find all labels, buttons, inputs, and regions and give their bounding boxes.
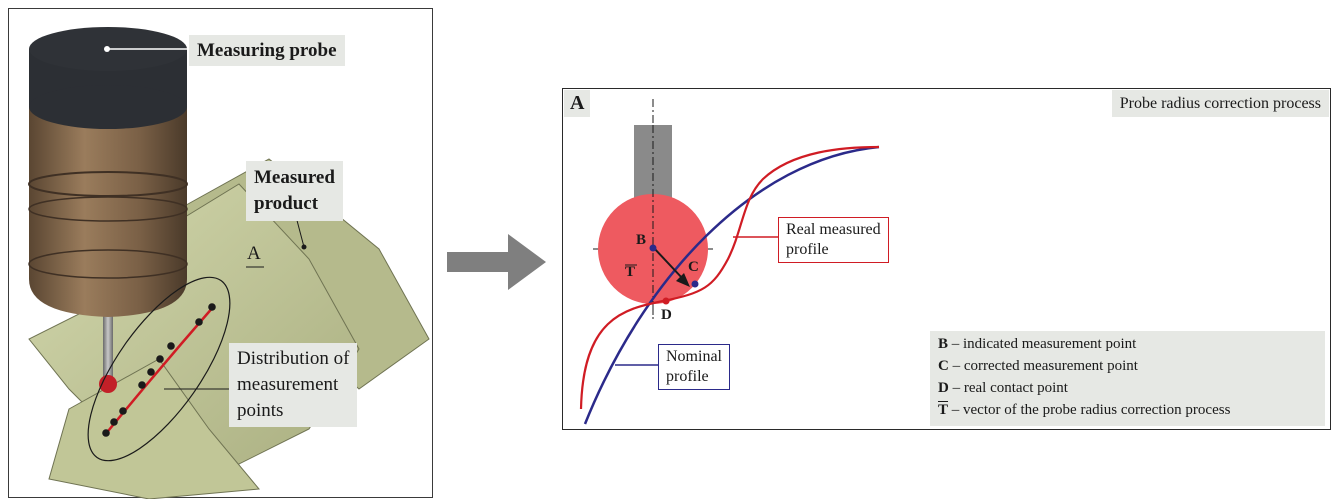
legend-text: – corrected measurement point — [952, 358, 1138, 374]
legend-row: C – corrected measurement point — [938, 355, 1317, 377]
point-b-label: B — [636, 232, 647, 248]
legend-text: – indicated measurement point — [951, 336, 1137, 352]
legend-row: D – real contact point — [938, 377, 1317, 399]
real-profile-text-1: Real measured — [786, 221, 881, 238]
nominal-profile-text-2: profile — [666, 368, 709, 385]
point-c-dot — [691, 280, 699, 288]
measured-product-text-1: Measured — [254, 167, 335, 188]
probe-leader-dot — [104, 46, 110, 52]
detail-marker-a: A — [247, 243, 261, 264]
real-profile-curve — [579, 145, 880, 410]
point-d-dot — [662, 297, 670, 305]
panel-title: Probe radius correction process — [1111, 90, 1329, 117]
measured-product-text-2: product — [254, 193, 319, 214]
measurement-point — [167, 342, 175, 350]
measurement-point — [147, 368, 155, 376]
distribution-text-1: Distribution of — [237, 348, 350, 369]
stylus-shaft — [103, 294, 113, 389]
probe-illustration-panel: Measuring probe Measured product A Distr… — [8, 8, 433, 499]
probe-illustration — [28, 27, 430, 499]
correction-vector — [652, 246, 684, 280]
panel-id-label: A — [564, 90, 591, 117]
distribution-text-3: points — [237, 400, 284, 421]
real-profile-label: Real measured profile — [778, 217, 889, 263]
correction-detail-panel: A Probe radius correction process B T C … — [562, 88, 1331, 430]
real-profile-text-2: profile — [786, 241, 829, 258]
measurement-point — [195, 318, 203, 326]
measurement-point — [156, 355, 164, 363]
measurement-point — [138, 381, 146, 389]
point-b-dot — [649, 244, 657, 252]
distribution-text-2: measurement — [237, 374, 339, 395]
probe-ring-3 — [28, 249, 188, 279]
legend: B – indicated measurement point C – corr… — [930, 331, 1325, 426]
legend-key: D — [938, 380, 949, 396]
measurement-points — [102, 303, 216, 437]
detail-ellipse — [87, 276, 231, 462]
measured-product-label: Measured product — [246, 161, 343, 221]
transition-arrow — [447, 234, 546, 290]
probe-cap-bottom — [29, 85, 187, 129]
probe-ring-1 — [28, 171, 188, 197]
correction-diagram — [579, 99, 880, 425]
point-d-label: D — [661, 307, 672, 323]
nominal-profile-label: Nominal profile — [658, 344, 730, 390]
measurement-point — [102, 429, 110, 437]
legend-text: – vector of the probe radius correction … — [951, 402, 1231, 418]
legend-row: T – vector of the probe radius correctio… — [938, 399, 1317, 421]
measurement-point — [110, 418, 118, 426]
nominal-profile-text-1: Nominal — [666, 348, 722, 365]
legend-row: B – indicated measurement point — [938, 333, 1317, 355]
point-c-label: C — [688, 259, 699, 275]
measuring-probe-text: Measuring probe — [197, 40, 337, 61]
measurement-point — [208, 303, 216, 311]
measurement-point — [119, 407, 127, 415]
vector-t-label: T — [625, 264, 636, 280]
measuring-probe-label: Measuring probe — [189, 35, 345, 66]
product-leader-dot — [301, 244, 307, 250]
legend-key: C — [938, 358, 949, 374]
legend-text: – real contact point — [952, 380, 1068, 396]
correction-vector-head — [676, 273, 690, 287]
nominal-profile-curve — [583, 145, 880, 425]
probe-body — [29, 64, 187, 317]
legend-key: T — [938, 402, 949, 418]
probe-ring-2 — [28, 196, 188, 222]
distribution-label: Distribution of measurement points — [229, 343, 358, 427]
legend-key: B — [938, 336, 949, 352]
